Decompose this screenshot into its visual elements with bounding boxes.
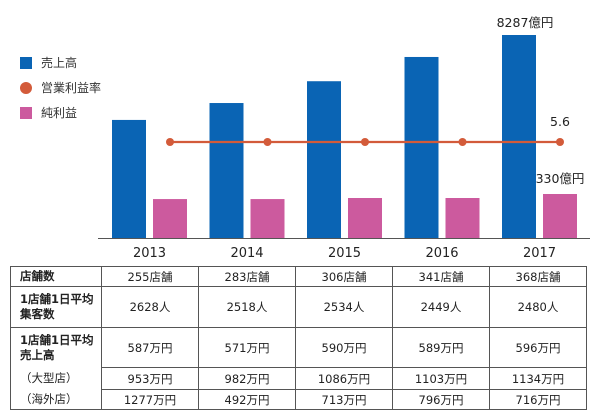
point-operating-margin-2017 xyxy=(556,138,564,146)
point-operating-margin-2015 xyxy=(361,138,369,146)
table-cell: 713万円 xyxy=(295,389,393,410)
x-tick-label: 2015 xyxy=(328,246,361,261)
table-row-overseas-stores: （海外店） 1277万円 492万円 713万円 796万円 716万円 xyxy=(10,389,587,410)
table-cell: 2480人 xyxy=(489,286,587,328)
point-operating-margin-2014 xyxy=(263,138,272,146)
chart-legend: 売上高 営業利益率 純利益 xyxy=(20,50,101,125)
table-cell: 368店舗 xyxy=(489,266,587,287)
table-row-large-stores: （大型店） 953万円 982万円 1086万円 1103万円 1134万円 xyxy=(10,367,587,390)
row-label-daily-visitors: 1店舗1日平均 集客数 xyxy=(10,286,102,328)
legend-item-operating-margin: 営業利益率 xyxy=(20,75,101,100)
table-cell: 590万円 xyxy=(295,327,393,368)
table-cell: 2534人 xyxy=(295,286,393,328)
table-cell: 596万円 xyxy=(489,327,587,368)
row-label-store-count: 店舗数 xyxy=(10,266,102,287)
legend-label-operating-margin: 営業利益率 xyxy=(41,81,102,95)
bar-line-chart: 2013 2014 2015 2016 2017 8287億円 5.6 330億円 xyxy=(98,15,590,261)
bar-sales-2016 xyxy=(404,56,439,239)
point-operating-margin-2016 xyxy=(458,138,467,146)
table-cell: 796万円 xyxy=(392,389,490,410)
row-label-line: 集客数 xyxy=(20,307,55,321)
table-row-daily-sales: 1店舗1日平均 売上高 587万円 571万円 590万円 589万円 596万… xyxy=(10,327,587,368)
bar-net-profit-2013 xyxy=(153,199,187,238)
row-label-daily-sales: 1店舗1日平均 売上高 xyxy=(10,327,102,368)
legend-label-sales: 売上高 xyxy=(41,56,78,70)
x-tick-label: 2013 xyxy=(133,246,166,261)
point-operating-margin-2013 xyxy=(166,138,174,146)
table-row-store-count: 店舗数 255店舗 283店舗 306店舗 341店舗 368店舗 xyxy=(10,266,587,287)
legend-marker-operating-margin xyxy=(20,81,32,94)
data-label-sales-2017: 8287億円 xyxy=(497,15,554,30)
table-cell: 2449人 xyxy=(392,286,490,328)
bar-net-profit-2017 xyxy=(543,194,577,238)
table-cell: 306店舗 xyxy=(295,266,393,287)
row-label-large-stores: （大型店） xyxy=(10,367,102,390)
bar-net-profit-2014 xyxy=(250,199,285,238)
legend-swatch-net-profit xyxy=(20,106,32,119)
table-cell: 716万円 xyxy=(489,389,587,410)
table-row-daily-visitors: 1店舗1日平均 集客数 2628人 2518人 2534人 2449人 2480… xyxy=(10,286,587,328)
bar-sales-2013 xyxy=(112,119,146,238)
legend-item-net-profit: 純利益 xyxy=(20,100,101,125)
table-cell: 1277万円 xyxy=(101,389,199,410)
x-tick-label: 2017 xyxy=(523,246,556,261)
table-cell: 1086万円 xyxy=(295,367,393,390)
row-label-line: 1店舗1日平均 xyxy=(20,292,94,306)
table-cell: 1134万円 xyxy=(489,367,587,390)
store-stats-table: 店舗数 255店舗 283店舗 306店舗 341店舗 368店舗 1店舗1日平… xyxy=(10,266,587,410)
table-cell: 492万円 xyxy=(198,389,296,410)
table-cell: 571万円 xyxy=(198,327,296,368)
x-tick-label: 2016 xyxy=(425,246,458,261)
data-label-net-profit-2017: 330億円 xyxy=(536,171,585,186)
table-cell: 589万円 xyxy=(392,327,490,368)
bar-sales-2014 xyxy=(209,103,244,239)
table-cell: 587万円 xyxy=(101,327,199,368)
table-cell: 341店舗 xyxy=(392,266,490,287)
bar-sales-2017 xyxy=(502,35,536,238)
legend-label-net-profit: 純利益 xyxy=(41,106,78,120)
x-tick-label: 2014 xyxy=(230,246,263,261)
legend-swatch-sales xyxy=(20,56,32,69)
table-cell: 1103万円 xyxy=(392,367,490,390)
bar-net-profit-2016 xyxy=(445,198,480,238)
table-cell: 953万円 xyxy=(101,367,199,390)
table-cell: 2518人 xyxy=(198,286,296,328)
data-label-operating-margin-2017: 5.6 xyxy=(550,114,570,129)
row-label-line: 1店舗1日平均 xyxy=(20,332,94,347)
table-cell: 255店舗 xyxy=(101,266,199,287)
bar-sales-2015 xyxy=(307,81,341,238)
row-label-overseas-stores: （海外店） xyxy=(10,389,102,410)
bar-net-profit-2015 xyxy=(348,198,382,238)
row-label-line: 売上高 xyxy=(20,347,55,362)
table-cell: 283店舗 xyxy=(198,266,296,287)
legend-item-sales: 売上高 xyxy=(20,50,101,75)
table-cell: 982万円 xyxy=(198,367,296,390)
table-cell: 2628人 xyxy=(101,286,199,328)
